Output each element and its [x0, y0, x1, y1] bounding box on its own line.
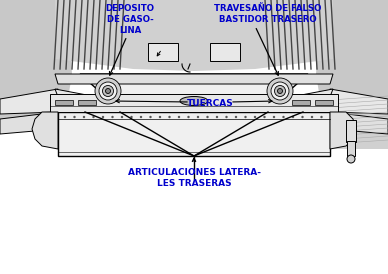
- Text: TUERCAS: TUERCAS: [187, 98, 233, 107]
- Polygon shape: [330, 99, 388, 149]
- Circle shape: [277, 89, 282, 93]
- Circle shape: [187, 116, 190, 118]
- Circle shape: [168, 116, 171, 118]
- Circle shape: [273, 116, 275, 118]
- Polygon shape: [80, 74, 308, 122]
- Circle shape: [121, 116, 123, 118]
- Polygon shape: [330, 112, 356, 149]
- Circle shape: [73, 116, 76, 118]
- Text: ARTICULACIONES LATERA-
LES TRASERAS: ARTICULACIONES LATERA- LES TRASERAS: [128, 168, 260, 188]
- Circle shape: [140, 116, 142, 118]
- Circle shape: [83, 116, 85, 118]
- Circle shape: [254, 116, 256, 118]
- Bar: [148, 43, 178, 61]
- Text: TRAVESAÑO DE FALSO
BASTIDOR TRASERO: TRAVESAÑO DE FALSO BASTIDOR TRASERO: [214, 4, 322, 24]
- Circle shape: [102, 116, 104, 118]
- Polygon shape: [55, 89, 112, 106]
- Bar: [347, 141, 355, 156]
- Polygon shape: [0, 89, 58, 114]
- Circle shape: [271, 82, 289, 100]
- Circle shape: [292, 116, 294, 118]
- Polygon shape: [55, 74, 333, 84]
- Circle shape: [274, 85, 286, 96]
- Polygon shape: [316, 0, 388, 129]
- Circle shape: [263, 116, 266, 118]
- Circle shape: [64, 116, 66, 118]
- Circle shape: [159, 116, 161, 118]
- Circle shape: [95, 78, 121, 104]
- Bar: [50, 94, 338, 112]
- Polygon shape: [276, 89, 333, 106]
- Circle shape: [149, 116, 152, 118]
- Circle shape: [216, 116, 218, 118]
- Ellipse shape: [180, 96, 208, 105]
- Circle shape: [347, 155, 355, 163]
- Polygon shape: [55, 0, 333, 71]
- Circle shape: [225, 116, 228, 118]
- Bar: [346, 120, 356, 142]
- Circle shape: [99, 82, 117, 100]
- Bar: [210, 43, 240, 61]
- Circle shape: [178, 116, 180, 118]
- Polygon shape: [32, 112, 58, 149]
- Circle shape: [130, 116, 133, 118]
- Bar: [292, 100, 310, 105]
- Text: DEPOSITO
DE GASO-
LINA: DEPOSITO DE GASO- LINA: [106, 4, 154, 35]
- Circle shape: [282, 116, 285, 118]
- Polygon shape: [330, 112, 388, 134]
- Circle shape: [311, 116, 313, 118]
- Bar: [315, 100, 333, 105]
- Bar: [58, 112, 330, 156]
- Circle shape: [320, 116, 323, 118]
- Polygon shape: [330, 89, 388, 114]
- Polygon shape: [0, 0, 72, 129]
- Circle shape: [301, 116, 304, 118]
- Circle shape: [111, 116, 114, 118]
- Circle shape: [244, 116, 247, 118]
- Circle shape: [206, 116, 209, 118]
- Circle shape: [106, 89, 111, 93]
- Polygon shape: [0, 112, 58, 134]
- Circle shape: [235, 116, 237, 118]
- Bar: [55, 100, 73, 105]
- Circle shape: [197, 116, 199, 118]
- Circle shape: [267, 78, 293, 104]
- Circle shape: [92, 116, 95, 118]
- Circle shape: [102, 85, 114, 96]
- Bar: [78, 100, 96, 105]
